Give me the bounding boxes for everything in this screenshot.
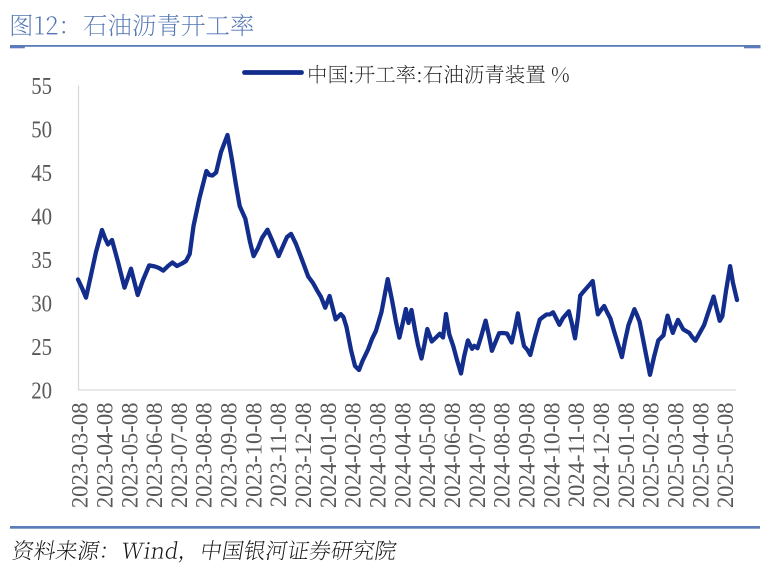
svg-text:25: 25 [31,333,52,360]
svg-text:2025-03-08: 2025-03-08 [663,403,688,509]
svg-text:2025-01-08: 2025-01-08 [614,403,639,509]
svg-text:50: 50 [31,116,52,143]
svg-text:2023-05-08: 2023-05-08 [117,403,142,509]
svg-text:2023-12-08: 2023-12-08 [291,403,316,509]
svg-text:2023-04-08: 2023-04-08 [92,403,117,509]
svg-text:2024-03-08: 2024-03-08 [365,403,390,509]
svg-text:2023-06-08: 2023-06-08 [142,403,167,509]
svg-text:2024-12-08: 2024-12-08 [589,403,614,509]
svg-text:2023-10-08: 2023-10-08 [241,403,266,509]
svg-text:2023-09-08: 2023-09-08 [216,403,241,509]
svg-text:2024-05-08: 2024-05-08 [415,403,440,509]
svg-text:45: 45 [31,159,52,186]
svg-text:2024-02-08: 2024-02-08 [341,403,366,509]
svg-text:20: 20 [31,377,52,404]
svg-text:2025-02-08: 2025-02-08 [639,403,664,509]
svg-text:2023-08-08: 2023-08-08 [192,403,217,509]
svg-text:2024-04-08: 2024-04-08 [390,403,415,509]
svg-text:2024-08-08: 2024-08-08 [490,403,515,509]
svg-text:2025-05-08: 2025-05-08 [713,403,738,509]
svg-text:2024-07-08: 2024-07-08 [465,403,490,509]
svg-text:35: 35 [31,246,52,273]
svg-text:2025-04-08: 2025-04-08 [688,403,713,509]
svg-text:55: 55 [31,72,52,99]
svg-text:2024-01-08: 2024-01-08 [316,403,341,509]
svg-text:2023-11-08: 2023-11-08 [266,403,291,508]
svg-text:2024-09-08: 2024-09-08 [514,403,539,509]
svg-text:2024-11-08: 2024-11-08 [564,403,589,508]
svg-text:30: 30 [31,290,52,317]
svg-text:2023-07-08: 2023-07-08 [167,403,192,509]
svg-text:2023-03-08: 2023-03-08 [67,403,92,509]
svg-text:40: 40 [31,203,52,230]
svg-text:2024-10-08: 2024-10-08 [539,403,564,509]
svg-text:2024-06-08: 2024-06-08 [440,403,465,509]
